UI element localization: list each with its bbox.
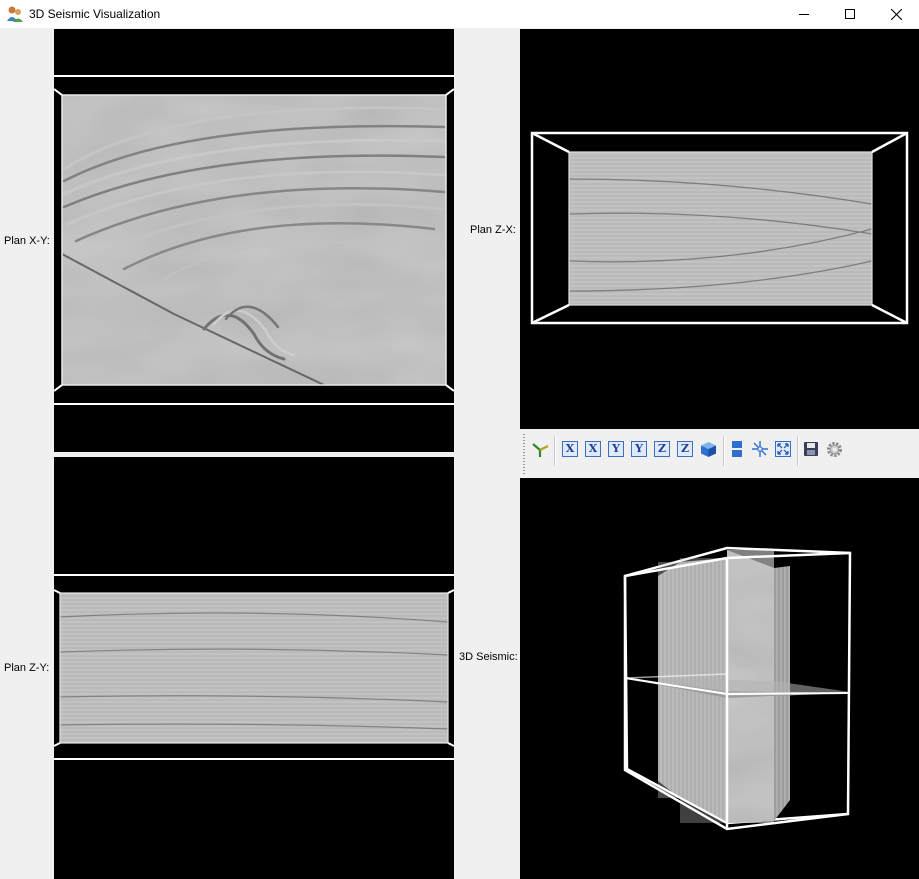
x-axis-button[interactable]: X [561, 440, 579, 458]
cube-icon [700, 441, 716, 457]
axes-triad-button[interactable] [531, 440, 549, 458]
cube-button[interactable] [699, 440, 717, 458]
layout-button[interactable] [728, 440, 746, 458]
z-axis-button[interactable]: Z [653, 440, 671, 458]
plan-xy-label: Plan X-Y: [4, 235, 50, 247]
seismic-3d-view[interactable] [520, 478, 919, 879]
plan-zy-label: Plan Z-Y: [4, 662, 50, 674]
x-axis-button-2[interactable]: X [584, 440, 602, 458]
z-axis-button-2[interactable]: Z [676, 440, 694, 458]
toolbar-separator [797, 436, 799, 466]
fit-view-button[interactable] [774, 440, 792, 458]
y-axis-button[interactable]: Y [607, 440, 625, 458]
maximize-icon [845, 9, 855, 19]
app-icon [6, 5, 24, 23]
axes-triad-icon [532, 443, 549, 457]
minimize-button[interactable] [781, 0, 827, 28]
fit-view-icon [775, 441, 791, 457]
minimize-icon [799, 14, 809, 15]
settings-button[interactable] [825, 440, 843, 458]
plan-xy-view[interactable] [54, 29, 454, 452]
close-button[interactable] [873, 0, 919, 28]
pick-icon [752, 441, 768, 457]
plan-zx-label: Plan Z-X: [470, 224, 516, 236]
save-button[interactable] [802, 440, 820, 458]
plan-zx-view[interactable] [520, 29, 919, 429]
close-icon [890, 8, 902, 20]
toolbar-separator [554, 436, 556, 466]
save-icon [804, 442, 818, 456]
x-axis-icon: X [585, 441, 601, 457]
z-axis-icon: Z [677, 441, 693, 457]
title-bar: 3D Seismic Visualization [0, 0, 919, 28]
toolbar-separator [723, 436, 725, 466]
z-axis-icon: Z [654, 441, 670, 457]
maximize-button[interactable] [827, 0, 873, 28]
plan-zy-view[interactable] [54, 457, 454, 879]
window-title: 3D Seismic Visualization [29, 7, 161, 21]
y-axis-icon: Y [631, 441, 647, 457]
gear-icon [826, 441, 842, 457]
y-axis-button-2[interactable]: Y [630, 440, 648, 458]
x-axis-icon: X [562, 441, 578, 457]
y-axis-icon: Y [608, 441, 624, 457]
seismic-3d-label: 3D Seismic: [459, 651, 518, 663]
pick-button[interactable] [751, 440, 769, 458]
layout-icon [732, 441, 742, 457]
toolbar-grip[interactable] [523, 434, 525, 474]
view-toolbar: X X Y Y Z Z [520, 430, 919, 477]
